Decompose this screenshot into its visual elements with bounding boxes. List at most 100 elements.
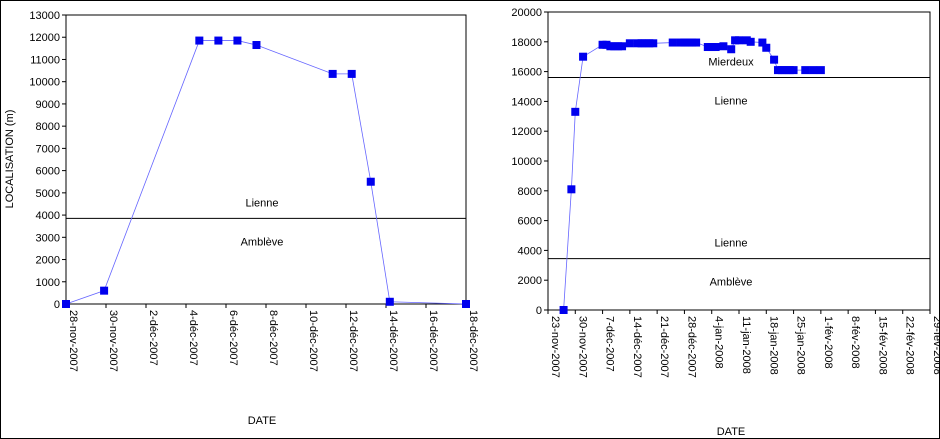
chart-1-x-tick-label: 4-déc-2007 xyxy=(187,310,199,366)
chart-1-x-axis: 28-nov-2007 30-nov-2007 2-déc-2007 4-déc-20… xyxy=(65,304,479,372)
chart-1-data-point xyxy=(347,69,356,78)
chart-2-y-tick-label: 12000 xyxy=(511,126,542,138)
chart-1-y-axis-title: LOCALISATION (m) xyxy=(4,110,16,209)
chart-1-y-tick-label: 1000 xyxy=(36,277,60,289)
chart-1-data-point xyxy=(100,286,109,295)
chart-2-data-point xyxy=(711,43,720,52)
chart-1-data-point xyxy=(385,297,394,306)
chart-2-data-point xyxy=(668,38,677,47)
chart-1-boundaries: Lienne Amblève xyxy=(66,197,466,248)
chart-1-x-tick-label: 18-déc-2007 xyxy=(467,310,479,372)
chart-1-y-tick-label: 9000 xyxy=(36,99,60,111)
chart-1-plot-frame xyxy=(65,14,467,305)
chart-2-data-point xyxy=(579,52,588,61)
chart-2-data-point xyxy=(816,66,825,75)
chart-2-y-tick-label: 2000 xyxy=(518,275,542,287)
chart-1-y-axis: 0 1000 2000 3000 4000 5000 6000 7000 8000 9000 100… xyxy=(29,10,66,311)
chart-1-x-tick-label: 12-déc-2007 xyxy=(347,310,359,372)
chart-1: 0 1000 2000 3000 4000 5000 6000 7000 8000 9000 100… xyxy=(4,10,479,427)
chart-2-data-point xyxy=(625,39,634,48)
chart-1-y-tick-label: 5000 xyxy=(36,188,60,200)
chart-2-data-point xyxy=(770,55,779,64)
chart-2-data-point xyxy=(746,37,755,46)
chart-2-y-tick-label: 4000 xyxy=(518,245,542,257)
chart-1-data-point xyxy=(233,36,242,45)
chart-1-x-tick-label: 16-déc-2007 xyxy=(427,310,439,372)
chart-2-data-point xyxy=(762,43,771,52)
chart-2-x-tick-label: 29-fév-2008 xyxy=(931,316,940,375)
chart-2-boundary-label-above: Lienne xyxy=(714,238,747,250)
chart-1-data-point xyxy=(214,36,223,45)
chart-1-y-tick-label: 4000 xyxy=(36,210,60,222)
chart-1-x-tick-label: 30-nov-2007 xyxy=(107,310,119,372)
chart-2-x-tick-label: 28-déc-2007 xyxy=(685,316,697,378)
chart-1-data-point xyxy=(252,41,261,50)
chart-2-boundaries: Mierdeux Lienne Lienne Amblève xyxy=(548,57,930,289)
chart-1-y-tick-label: 3000 xyxy=(36,232,60,244)
chart-2-x-tick-label: 1-fév-2008 xyxy=(822,316,834,369)
chart-2-x-axis-title: DATE xyxy=(717,426,746,438)
chart-1-series-line xyxy=(65,40,467,305)
chart-2-y-tick-label: 14000 xyxy=(511,96,542,108)
chart-1-y-tick-label: 10000 xyxy=(29,77,60,89)
chart-2: 0 2000 4000 6000 8000 10000 12000 14000 16000 180… xyxy=(511,7,940,438)
chart-1-y-tick-label: 8000 xyxy=(36,121,60,133)
chart-2-x-tick-label: 4-jan-2008 xyxy=(713,316,725,369)
chart-2-data-point xyxy=(559,306,568,314)
chart-1-x-tick-label: 2-déc-2007 xyxy=(147,310,159,366)
chart-2-data-point xyxy=(735,36,743,45)
chart-1-x-tick-label: 14-déc-2007 xyxy=(387,310,399,372)
chart-1-series xyxy=(62,36,470,308)
chart-2-data-point xyxy=(809,66,818,75)
chart-2-y-tick-label: 6000 xyxy=(518,216,542,228)
chart-2-x-tick-label: 14-déc-2007 xyxy=(631,316,643,378)
chart-1-x-tick-label: 6-déc-2007 xyxy=(227,310,239,366)
chart-2-x-tick-label: 18-jan-2008 xyxy=(767,316,779,375)
chart-1-data-point xyxy=(195,36,204,45)
chart-1-y-tick-label: 12000 xyxy=(29,32,60,44)
chart-2-y-tick-label: 0 xyxy=(536,305,542,317)
chart-2-series xyxy=(559,36,825,314)
chart-2-y-tick-label: 18000 xyxy=(511,37,542,49)
chart-1-data-point xyxy=(62,300,70,308)
chart-2-x-tick-label: 7-déc-2007 xyxy=(604,316,616,372)
chart-1-y-tick-label: 0 xyxy=(54,299,60,311)
chart-2-data-point xyxy=(649,39,658,48)
chart-1-x-tick-label: 10-déc-2007 xyxy=(307,310,319,372)
chart-2-series-line xyxy=(563,39,821,311)
chart-2-boundary-label-above: Mierdeux xyxy=(708,57,754,69)
chart-2-boundary-label-below: Lienne xyxy=(714,96,747,108)
chart-2-x-tick-label: 22-fév-2008 xyxy=(904,316,916,375)
chart-2-x-tick-label: 11-jan-2008 xyxy=(740,316,752,374)
chart-1-x-tick-label: 8-déc-2007 xyxy=(267,310,279,366)
chart-1-y-tick-label: 7000 xyxy=(36,143,60,155)
chart-1-data-point xyxy=(366,177,375,186)
chart-2-y-axis: 0 2000 4000 6000 8000 10000 12000 14000 16000 180… xyxy=(511,7,548,317)
chart-2-y-tick-label: 20000 xyxy=(511,7,542,19)
chart-2-data-point xyxy=(719,42,728,51)
chart-2-data-point xyxy=(801,66,810,75)
chart-1-y-tick-label: 6000 xyxy=(36,166,60,178)
chart-2-x-axis: 23-nov-2007 30-nov-2007 7-déc-2007 14-déc-2… xyxy=(547,310,940,378)
chart-1-x-tick-label: 28-nov-2007 xyxy=(67,310,79,372)
chart-2-y-tick-label: 16000 xyxy=(511,67,542,79)
chart-2-x-tick-label: 15-fév-2008 xyxy=(876,316,888,375)
chart-2-x-tick-label: 8-fév-2008 xyxy=(849,316,861,369)
chart-2-x-tick-label: 23-nov-2007 xyxy=(549,316,561,378)
chart-2-boundary-label-below: Amblève xyxy=(710,277,753,289)
chart-2-data-point xyxy=(618,42,627,51)
chart-2-data-point xyxy=(567,185,576,194)
chart-2-x-tick-label: 30-nov-2007 xyxy=(576,316,588,378)
chart-2-y-tick-label: 8000 xyxy=(518,186,542,198)
chart-2-x-tick-label: 21-déc-2007 xyxy=(658,316,670,378)
chart-2-data-point xyxy=(692,38,701,47)
chart-2-data-point xyxy=(727,45,736,54)
chart-1-data-point xyxy=(328,69,337,78)
chart-1-boundary-label-above: Lienne xyxy=(245,197,278,209)
chart-1-x-axis-title: DATE xyxy=(248,415,277,427)
chart-1-y-tick-label: 2000 xyxy=(36,255,60,267)
chart-1-y-tick-label: 11000 xyxy=(30,54,60,66)
chart-1-y-tick-label: 13000 xyxy=(29,10,60,22)
chart-2-data-point xyxy=(571,107,580,116)
